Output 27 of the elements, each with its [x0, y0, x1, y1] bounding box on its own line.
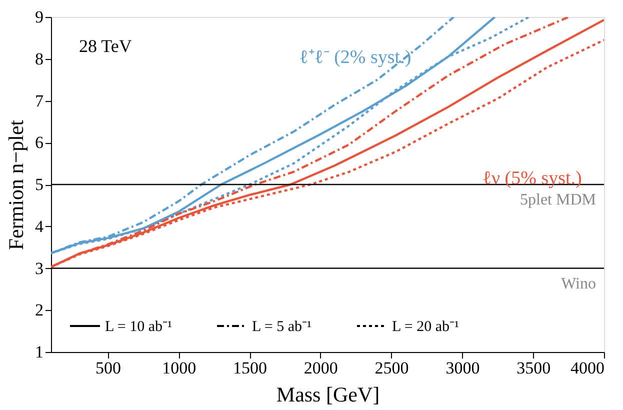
x-tick-label: 1500 [233, 358, 268, 378]
y-tick-label: 7 [35, 91, 44, 110]
y-axis-title: Fermion n−plet [4, 120, 28, 250]
x-tick-label: 2500 [374, 358, 409, 378]
y-tick-label: 2 [35, 300, 44, 320]
annotation: 28 TeV [79, 36, 132, 56]
y-tick-label: 8 [35, 49, 44, 68]
annotation: ℓ⁺ℓ⁻ (2% syst.) [299, 47, 412, 68]
x-tick-label: 3000 [446, 358, 480, 378]
x-tick-label: 500 [95, 358, 121, 378]
x-tick-label: 1000 [162, 358, 196, 378]
x-tick-label: 2000 [304, 358, 338, 378]
annotation: L = 10 ab⁻¹ [105, 319, 172, 335]
ref-line-label: Wino [561, 275, 596, 292]
annotation: L = 20 ab⁻¹ [392, 319, 459, 335]
y-tick-label: 6 [35, 133, 44, 152]
annotation: L = 5 ab⁻¹ [252, 319, 312, 335]
x-tick-label: 4000 [570, 358, 604, 378]
y-tick-label: 1 [35, 342, 44, 362]
y-tick-label: 9 [35, 8, 44, 26]
x-axis-title: Mass [GeV] [276, 382, 380, 406]
ref-line-label: 5plet MDM [520, 192, 596, 208]
y-tick-label: 5 [35, 175, 44, 194]
annotation: ℓν (5% syst.) [482, 168, 582, 189]
x-tick-label: 3500 [516, 358, 551, 378]
y-tick-label: 4 [35, 216, 44, 236]
y-tick-label: 3 [35, 258, 44, 278]
